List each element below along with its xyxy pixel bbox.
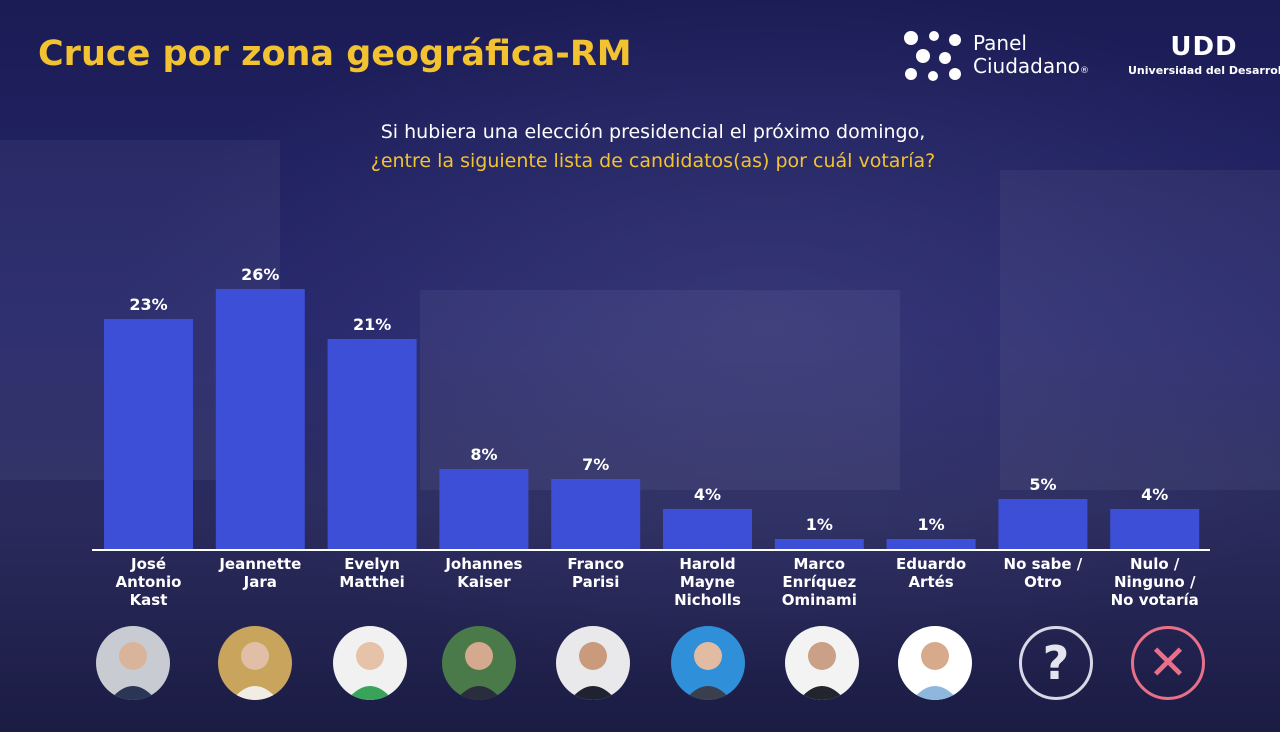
panel-logo-line2: Ciudadano	[973, 54, 1081, 78]
category-label-line: Antonio	[116, 573, 182, 591]
avatar-artes	[898, 626, 972, 700]
category-label-4: Franco Parisi	[567, 555, 624, 591]
avatar-kast	[96, 626, 170, 700]
survey-question: Si hubiera una elección presidencial el …	[0, 118, 1280, 176]
value-label-1: 26%	[241, 265, 279, 284]
value-label-8: 5%	[1029, 475, 1056, 494]
category-label-9: Nulo / Ninguno / No votaría	[1111, 555, 1199, 609]
question-line-1: Si hubiera una elección presidencial el …	[380, 121, 926, 143]
category-label-3: Johannes Kaiser	[444, 555, 522, 591]
building-right	[1000, 170, 1280, 490]
udd-logo-subtitle: Universidad del Desarroll	[1128, 64, 1280, 77]
category-label-line: Johannes	[444, 555, 522, 573]
category-label-line: No sabe /	[1004, 555, 1083, 573]
value-label-2: 21%	[353, 315, 391, 334]
bar-7	[886, 539, 976, 549]
category-label-line: Franco	[567, 555, 624, 573]
category-label-line: Nulo /	[1130, 555, 1180, 573]
page-title: Cruce por zona geográfica-RM	[38, 34, 632, 74]
value-label-9: 4%	[1141, 485, 1168, 504]
avatar-enriquez-ominami	[785, 626, 859, 700]
category-label-0: José Antonio Kast	[116, 555, 182, 609]
category-label-line: José	[130, 555, 166, 573]
bar-0	[104, 319, 193, 549]
avatar-parisi	[556, 626, 630, 700]
category-label-6: Marco Enríquez Ominami	[782, 555, 857, 609]
udd-logo-mark: UDD	[1170, 32, 1238, 62]
bar-6	[774, 539, 864, 549]
registered-mark: ®	[1080, 66, 1090, 76]
category-label-line: Ominami	[782, 591, 857, 609]
category-label-line: Enríquez	[782, 573, 856, 591]
avatar-kaiser	[442, 626, 516, 700]
bar-1	[215, 289, 305, 549]
value-label-4: 7%	[582, 455, 609, 474]
category-label-5: Harold Mayne Nicholls	[674, 555, 741, 609]
category-label-line: No votaría	[1111, 591, 1199, 609]
category-label-line: Otro	[1024, 573, 1062, 591]
question-mark-icon: ?	[1019, 626, 1093, 700]
cross-icon: ✕	[1131, 626, 1205, 700]
category-label-line: Ninguno /	[1114, 573, 1196, 591]
value-label-0: 23%	[129, 295, 167, 314]
category-label-line: Jara	[243, 573, 277, 591]
bar-8	[998, 499, 1088, 549]
question-line-2: ¿entre la siguiente lista de candidatos(…	[370, 150, 936, 172]
bar-5	[663, 509, 752, 549]
category-label-1: Jeannette Jara	[218, 555, 301, 591]
category-label-line: Kast	[130, 591, 168, 609]
category-label-line: Matthei	[339, 573, 404, 591]
bar-4	[551, 479, 641, 549]
category-label-line: Kaiser	[457, 573, 511, 591]
building-center	[420, 290, 900, 490]
value-label-5: 4%	[694, 485, 721, 504]
category-label-7: Eduardo Artés	[896, 555, 966, 591]
bar-3	[439, 469, 529, 549]
udd-logo: UDD Universidad del Desarroll	[1128, 34, 1280, 77]
value-label-7: 1%	[918, 515, 945, 534]
category-label-line: Parisi	[572, 573, 619, 591]
category-label-line: Eduardo	[896, 555, 966, 573]
category-label-2: Evelyn Matthei	[339, 555, 404, 591]
category-label-line: Marco	[793, 555, 845, 573]
category-label-line: Harold	[679, 555, 735, 573]
avatar-mayne-nicholls	[671, 626, 745, 700]
value-label-3: 8%	[470, 445, 497, 464]
category-label-line: Nicholls	[674, 591, 741, 609]
category-label-line: Evelyn	[344, 555, 400, 573]
category-label-line: Jeannette	[218, 555, 301, 573]
value-label-6: 1%	[806, 515, 833, 534]
category-label-8: No sabe / Otro	[1004, 555, 1083, 591]
avatar-jara	[218, 626, 292, 700]
panel-logo-text: Panel Ciudadano®	[973, 32, 1089, 83]
bar-9	[1110, 509, 1200, 549]
category-label-line: Mayne	[680, 573, 735, 591]
panel-logo-line1: Panel	[973, 31, 1027, 55]
panel-dots-icon	[904, 31, 961, 81]
bar-2	[327, 339, 417, 549]
category-label-line: Artés	[908, 573, 953, 591]
avatar-matthei	[333, 626, 407, 700]
